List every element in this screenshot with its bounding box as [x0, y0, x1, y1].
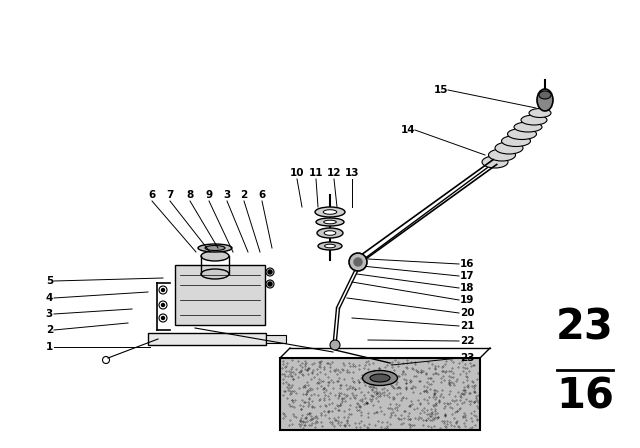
Text: 5: 5: [45, 276, 53, 286]
Text: 3: 3: [223, 190, 230, 200]
Ellipse shape: [482, 156, 508, 168]
Circle shape: [268, 282, 272, 286]
Ellipse shape: [198, 244, 232, 252]
Circle shape: [268, 270, 272, 274]
Text: 8: 8: [186, 190, 194, 200]
Circle shape: [161, 303, 164, 306]
Ellipse shape: [324, 244, 335, 248]
Circle shape: [266, 268, 274, 276]
Circle shape: [159, 314, 167, 322]
Text: 13: 13: [345, 168, 359, 178]
Text: 2: 2: [241, 190, 248, 200]
Text: 17: 17: [460, 271, 475, 281]
Ellipse shape: [488, 149, 515, 161]
Text: 19: 19: [460, 295, 474, 305]
Text: 6: 6: [259, 190, 266, 200]
Text: 4: 4: [45, 293, 53, 303]
Text: 12: 12: [327, 168, 341, 178]
Circle shape: [266, 280, 274, 288]
Text: 21: 21: [460, 321, 474, 331]
Text: 23: 23: [556, 306, 614, 348]
Text: 23: 23: [460, 353, 474, 363]
Circle shape: [159, 286, 167, 294]
Text: 15: 15: [433, 85, 448, 95]
Text: 14: 14: [401, 125, 415, 135]
Circle shape: [349, 253, 367, 271]
Text: 6: 6: [148, 190, 156, 200]
Ellipse shape: [508, 129, 536, 139]
Ellipse shape: [316, 218, 344, 226]
Ellipse shape: [521, 115, 547, 125]
Ellipse shape: [323, 210, 337, 214]
Text: 1: 1: [45, 342, 53, 352]
Ellipse shape: [529, 108, 551, 117]
Ellipse shape: [495, 142, 523, 154]
Text: 9: 9: [205, 190, 212, 200]
Ellipse shape: [537, 89, 553, 111]
FancyBboxPatch shape: [175, 265, 265, 325]
Text: 2: 2: [45, 325, 53, 335]
Text: 7: 7: [166, 190, 173, 200]
Circle shape: [159, 301, 167, 309]
Text: 10: 10: [290, 168, 304, 178]
Bar: [280, 358, 480, 430]
Ellipse shape: [539, 91, 551, 99]
Ellipse shape: [362, 370, 397, 385]
Ellipse shape: [514, 122, 542, 132]
Ellipse shape: [502, 135, 531, 146]
Ellipse shape: [318, 242, 342, 250]
Text: 18: 18: [460, 283, 474, 293]
Circle shape: [102, 357, 109, 363]
Text: 11: 11: [308, 168, 323, 178]
Circle shape: [161, 316, 164, 319]
Text: 16: 16: [460, 259, 474, 269]
Circle shape: [354, 258, 362, 266]
Ellipse shape: [317, 228, 343, 238]
Ellipse shape: [370, 374, 390, 382]
Ellipse shape: [315, 207, 345, 217]
Circle shape: [330, 340, 340, 350]
Ellipse shape: [201, 269, 229, 279]
Text: 16: 16: [556, 375, 614, 417]
Ellipse shape: [324, 220, 336, 224]
Bar: [148, 333, 266, 345]
Ellipse shape: [324, 231, 336, 235]
Text: 20: 20: [460, 308, 474, 318]
Text: 22: 22: [460, 336, 474, 346]
Text: 3: 3: [45, 309, 53, 319]
Circle shape: [161, 289, 164, 292]
Bar: [266, 335, 286, 343]
Ellipse shape: [205, 246, 225, 250]
Ellipse shape: [201, 251, 229, 261]
